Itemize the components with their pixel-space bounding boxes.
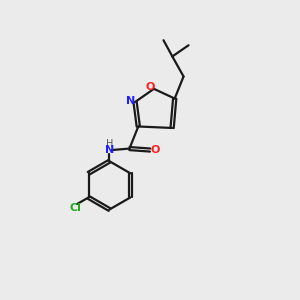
Text: Cl: Cl <box>70 202 82 213</box>
Text: O: O <box>150 145 160 155</box>
Text: N: N <box>126 96 135 106</box>
Text: H: H <box>106 139 113 148</box>
Text: N: N <box>105 145 114 155</box>
Text: O: O <box>146 82 155 92</box>
